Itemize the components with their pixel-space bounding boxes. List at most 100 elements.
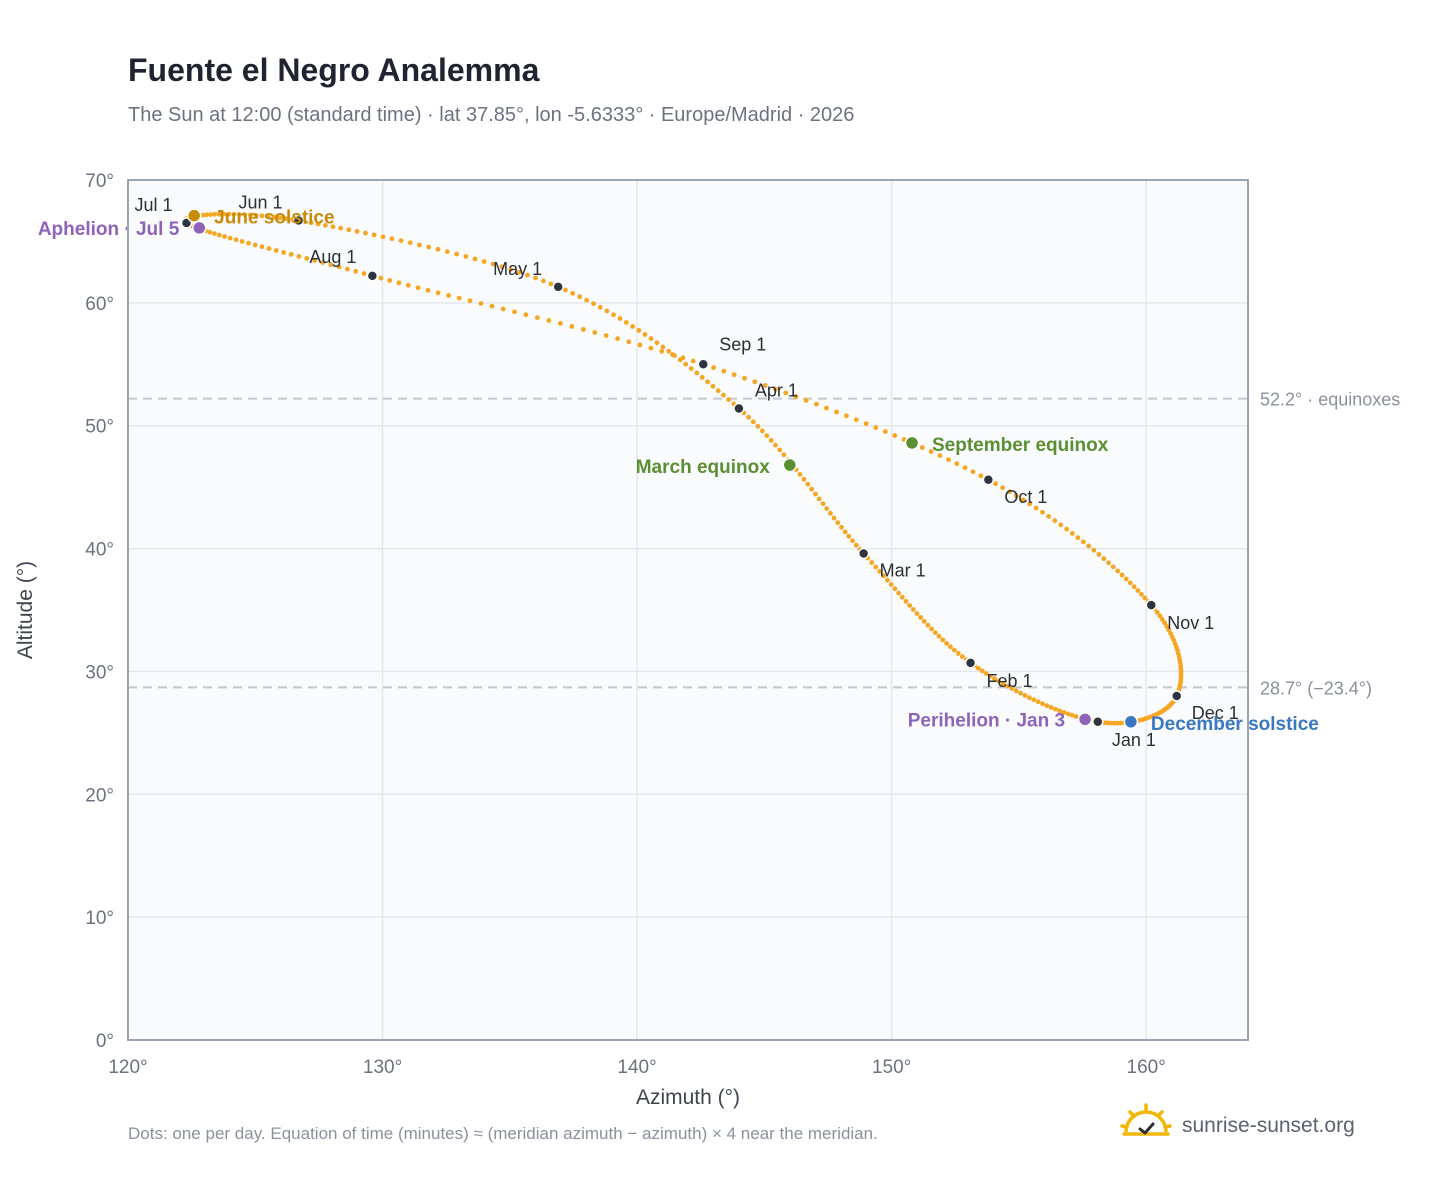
daily-sun-dot bbox=[726, 397, 732, 403]
daily-sun-dot bbox=[1022, 693, 1028, 698]
daily-sun-dot bbox=[831, 515, 837, 521]
footnote: Dots: one per day. Equation of time (min… bbox=[128, 1124, 878, 1143]
event-marker bbox=[1123, 714, 1139, 730]
daily-sun-dot bbox=[1058, 522, 1064, 528]
month-label: Jun 1 bbox=[238, 193, 282, 213]
daily-sun-dot bbox=[844, 413, 849, 419]
daily-sun-dot bbox=[659, 348, 665, 354]
daily-sun-dot bbox=[1131, 584, 1137, 590]
daily-sun-dot bbox=[338, 225, 344, 231]
daily-sun-dot bbox=[467, 298, 473, 304]
daily-sun-dot bbox=[755, 423, 761, 429]
month-marker bbox=[366, 270, 379, 282]
x-tick-label: 120° bbox=[108, 1057, 147, 1078]
month-label: Aug 1 bbox=[309, 247, 356, 267]
daily-sun-dot bbox=[1091, 547, 1097, 553]
daily-sun-dot bbox=[873, 564, 879, 570]
daily-sun-dot bbox=[308, 220, 314, 226]
daily-sun-dot bbox=[398, 238, 404, 244]
daily-sun-dot bbox=[834, 409, 839, 415]
daily-sun-dot bbox=[425, 287, 431, 293]
daily-sun-dot bbox=[993, 481, 998, 487]
daily-sun-dot bbox=[489, 303, 495, 309]
daily-sun-dot bbox=[962, 465, 968, 471]
daily-sun-dot bbox=[454, 251, 460, 257]
daily-sun-dot bbox=[283, 216, 289, 222]
daily-sun-dot bbox=[456, 295, 462, 301]
daily-sun-dot bbox=[979, 668, 985, 674]
axis-ticks: 120° 130° 140° 150° 160° 0° 10° 20° 30° 40° 50° 60°… bbox=[85, 171, 1166, 1078]
daily-sun-dot bbox=[233, 237, 239, 243]
daily-sun-dot bbox=[548, 281, 554, 287]
daily-sun-dot bbox=[1135, 588, 1141, 593]
y-tick-label: 70° bbox=[85, 171, 114, 192]
daily-sun-dot bbox=[1052, 518, 1058, 524]
daily-sun-dot bbox=[764, 433, 770, 439]
month-marker bbox=[552, 281, 564, 293]
daily-sun-dot bbox=[271, 214, 277, 220]
x-tick-label: 130° bbox=[363, 1057, 402, 1078]
daily-sun-dot bbox=[715, 388, 721, 394]
daily-sun-dot bbox=[330, 224, 336, 230]
daily-sun-dot bbox=[884, 577, 890, 583]
daily-sun-dot bbox=[1048, 705, 1054, 710]
daily-sun-dot bbox=[540, 278, 546, 284]
daily-sun-dot bbox=[1086, 543, 1092, 549]
month-label: Sep 1 bbox=[719, 334, 766, 354]
month-label: Jul 1 bbox=[135, 195, 173, 215]
daily-sun-dot bbox=[611, 312, 616, 318]
daily-sun-dot bbox=[1053, 706, 1058, 712]
daily-sun-dot bbox=[690, 358, 696, 364]
event-marker bbox=[192, 220, 207, 236]
daily-sun-dot bbox=[417, 242, 422, 248]
daily-sun-dot bbox=[1020, 497, 1026, 503]
y-tick-label: 0° bbox=[96, 1031, 114, 1052]
daily-sun-dot bbox=[1026, 695, 1032, 701]
daily-sun-dot bbox=[1110, 564, 1116, 570]
daily-sun-dot bbox=[626, 339, 632, 345]
daily-sun-dot bbox=[1007, 489, 1012, 495]
y-tick-label: 30° bbox=[85, 662, 114, 683]
daily-sun-dot bbox=[1069, 530, 1075, 536]
daily-sun-dot bbox=[1119, 572, 1125, 578]
month-marker bbox=[1170, 690, 1183, 702]
daily-sun-dot bbox=[1127, 580, 1133, 586]
daily-sun-dot bbox=[277, 215, 283, 221]
daily-sun-dot bbox=[1000, 681, 1006, 687]
daily-sun-dot bbox=[615, 336, 620, 342]
daily-sun-dot bbox=[336, 264, 342, 270]
daily-sun-dot bbox=[1013, 493, 1019, 499]
daily-sun-dot bbox=[525, 272, 530, 278]
daily-sun-dot bbox=[204, 212, 209, 218]
daily-sun-dot bbox=[699, 374, 705, 380]
daily-sun-dot bbox=[580, 327, 586, 332]
daily-sun-dot bbox=[660, 344, 666, 350]
daily-sun-dot bbox=[929, 626, 934, 632]
plot-area bbox=[128, 180, 1248, 1040]
daily-sun-dot bbox=[1069, 712, 1075, 718]
daily-sun-dot bbox=[1159, 617, 1165, 622]
daily-sun-dot bbox=[768, 437, 774, 443]
daily-sun-dot bbox=[694, 370, 700, 376]
daily-sun-dot bbox=[1000, 485, 1005, 491]
daily-sun-dot bbox=[570, 290, 576, 296]
daily-sun-dot bbox=[648, 345, 654, 351]
daily-sun-dot bbox=[435, 290, 441, 296]
daily-sun-dot bbox=[853, 542, 859, 548]
daily-sun-dot bbox=[584, 297, 590, 303]
daily-sun-dot bbox=[231, 211, 237, 217]
event-marker bbox=[186, 208, 202, 223]
brand-logo[interactable]: sunrise-sunset.org bbox=[1120, 1102, 1355, 1148]
y-tick-label: 60° bbox=[85, 294, 114, 315]
event-marker bbox=[904, 435, 920, 451]
daily-sun-dot bbox=[472, 256, 478, 262]
daily-sun-dot bbox=[801, 476, 807, 482]
daily-sun-dot bbox=[508, 267, 514, 272]
daily-sun-dot bbox=[762, 383, 768, 388]
daily-sun-dot bbox=[835, 520, 841, 526]
daily-sun-dot bbox=[899, 594, 905, 600]
daily-sun-dot bbox=[252, 242, 258, 248]
daily-sun-dot bbox=[978, 473, 984, 479]
daily-sun-dot bbox=[711, 365, 716, 371]
daily-sun-dot bbox=[407, 240, 413, 246]
